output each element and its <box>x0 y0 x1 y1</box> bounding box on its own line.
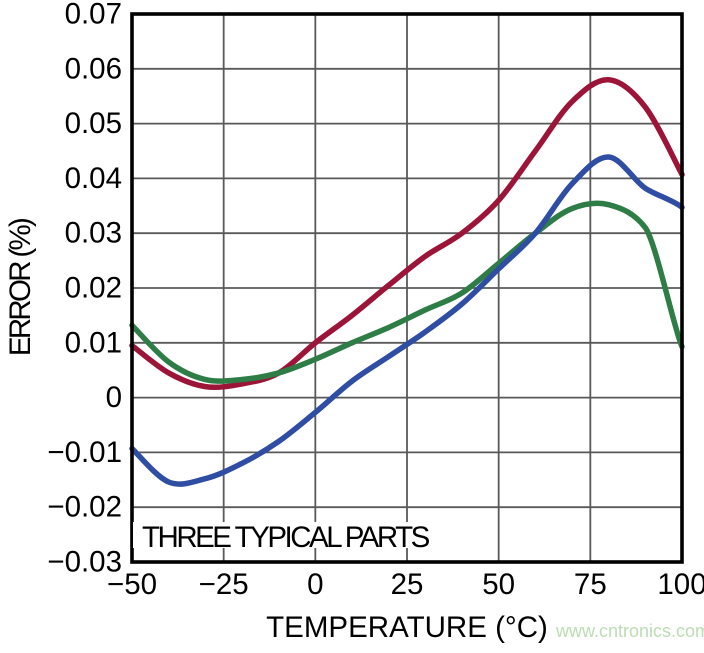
svg-text:THREE TYPICAL PARTS: THREE TYPICAL PARTS <box>142 521 430 554</box>
svg-text:0: 0 <box>106 381 122 414</box>
svg-text:25: 25 <box>391 568 424 601</box>
svg-text:100: 100 <box>657 568 704 601</box>
svg-text:TEMPERATURE (°C): TEMPERATURE (°C) <box>266 611 548 644</box>
svg-text:0.06: 0.06 <box>65 52 122 85</box>
svg-text:0.02: 0.02 <box>65 272 122 305</box>
svg-text:−25: −25 <box>199 568 249 601</box>
svg-text:−50: −50 <box>107 568 157 601</box>
svg-text:50: 50 <box>482 568 515 601</box>
svg-text:0.01: 0.01 <box>65 326 122 359</box>
svg-text:0.03: 0.03 <box>65 217 122 250</box>
svg-text:75: 75 <box>574 568 607 601</box>
svg-text:ERROR (%): ERROR (%) <box>4 219 37 356</box>
svg-text:−0.02: −0.02 <box>47 491 122 524</box>
svg-text:0.04: 0.04 <box>65 162 122 195</box>
svg-text:0: 0 <box>307 568 323 601</box>
svg-text:−0.01: −0.01 <box>47 436 122 469</box>
svg-text:0.07: 0.07 <box>65 0 122 31</box>
svg-text:0.05: 0.05 <box>65 107 122 140</box>
svg-text:www.cntronics.com: www.cntronics.com <box>555 621 704 641</box>
